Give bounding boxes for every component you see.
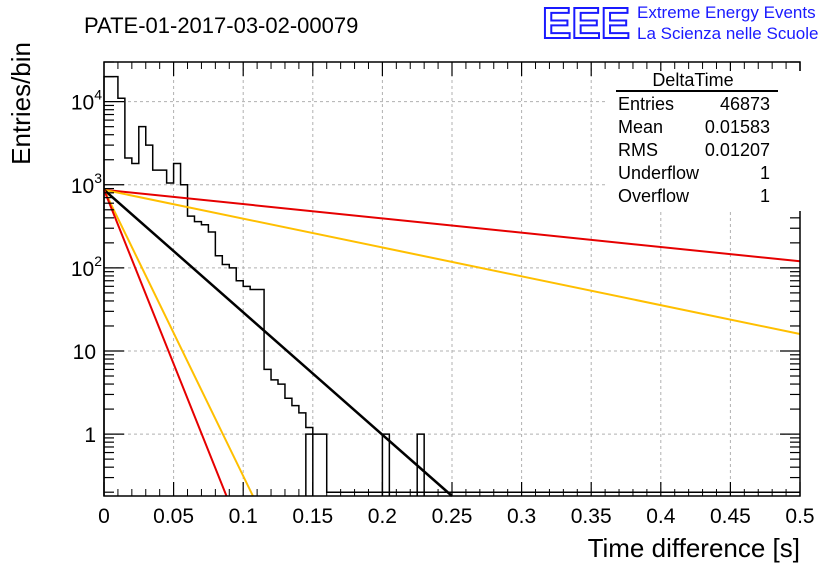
histogram-outline (103, 75, 800, 496)
x-tick-label: 0.15 (292, 505, 333, 528)
x-tick-label: 0.4 (646, 505, 676, 528)
histogram-bin (381, 433, 391, 496)
x-tick-label: 0.5 (785, 505, 814, 528)
fit-line (103, 188, 801, 336)
histogram-bin (305, 433, 314, 496)
x-tick-label: 0 (98, 505, 110, 528)
x-tick-label: 0.25 (432, 505, 473, 528)
x-tick-label: 0.2 (368, 505, 397, 528)
eee-logo: EEE Extreme Energy Events La Scienza nel… (541, 0, 818, 49)
chart-title: PATE-01-2017-03-02-00079 (84, 13, 358, 38)
y-tick-label: 104 (71, 87, 102, 115)
stats-value-entries: 46873 (720, 94, 770, 114)
histogram (103, 75, 800, 496)
stats-label-underflow: Underflow (618, 163, 700, 183)
y-axis-label: Entries/bin (6, 42, 36, 165)
stats-value-underflow: 1 (760, 163, 770, 183)
fit-line (103, 189, 228, 497)
fit-lines (103, 188, 801, 497)
stats-label-rms: RMS (618, 140, 658, 160)
stats-box: DeltaTime Entries 46873 Mean 0.01583 RMS… (607, 70, 806, 211)
x-axis-label: Time difference [s] (588, 533, 800, 563)
logo-line2: La Scienza nelle Scuole (637, 24, 818, 43)
y-tick-label: 103 (71, 170, 102, 198)
stats-label-entries: Entries (618, 94, 674, 114)
x-tick-label: 0.1 (229, 505, 258, 528)
stats-value-rms: 0.01207 (705, 140, 770, 160)
stats-label-overflow: Overflow (618, 186, 690, 206)
y-tick-label: 102 (71, 253, 102, 281)
x-tick-label: 0.35 (571, 505, 612, 528)
x-axis-ticks: 0 0.05 0.1 0.15 0.2 0.25 0.3 0.35 0.4 0.45 0.5 (98, 62, 815, 528)
fit-line (103, 189, 254, 497)
fit-line (103, 188, 801, 263)
fit-line (103, 188, 453, 497)
stats-value-mean: 0.01583 (705, 117, 770, 137)
x-tick-label: 0.45 (710, 505, 751, 528)
x-tick-label: 0.05 (153, 505, 194, 528)
y-tick-label: 1 (84, 424, 96, 447)
stats-label-mean: Mean (618, 117, 663, 137)
y-tick-label: 10 (73, 341, 96, 364)
logo-line1: Extreme Energy Events (637, 3, 816, 22)
stats-value-overflow: 1 (760, 186, 770, 206)
x-tick-label: 0.3 (507, 505, 536, 528)
logo-letters: EEE (542, 0, 630, 48)
stats-title: DeltaTime (652, 70, 733, 90)
